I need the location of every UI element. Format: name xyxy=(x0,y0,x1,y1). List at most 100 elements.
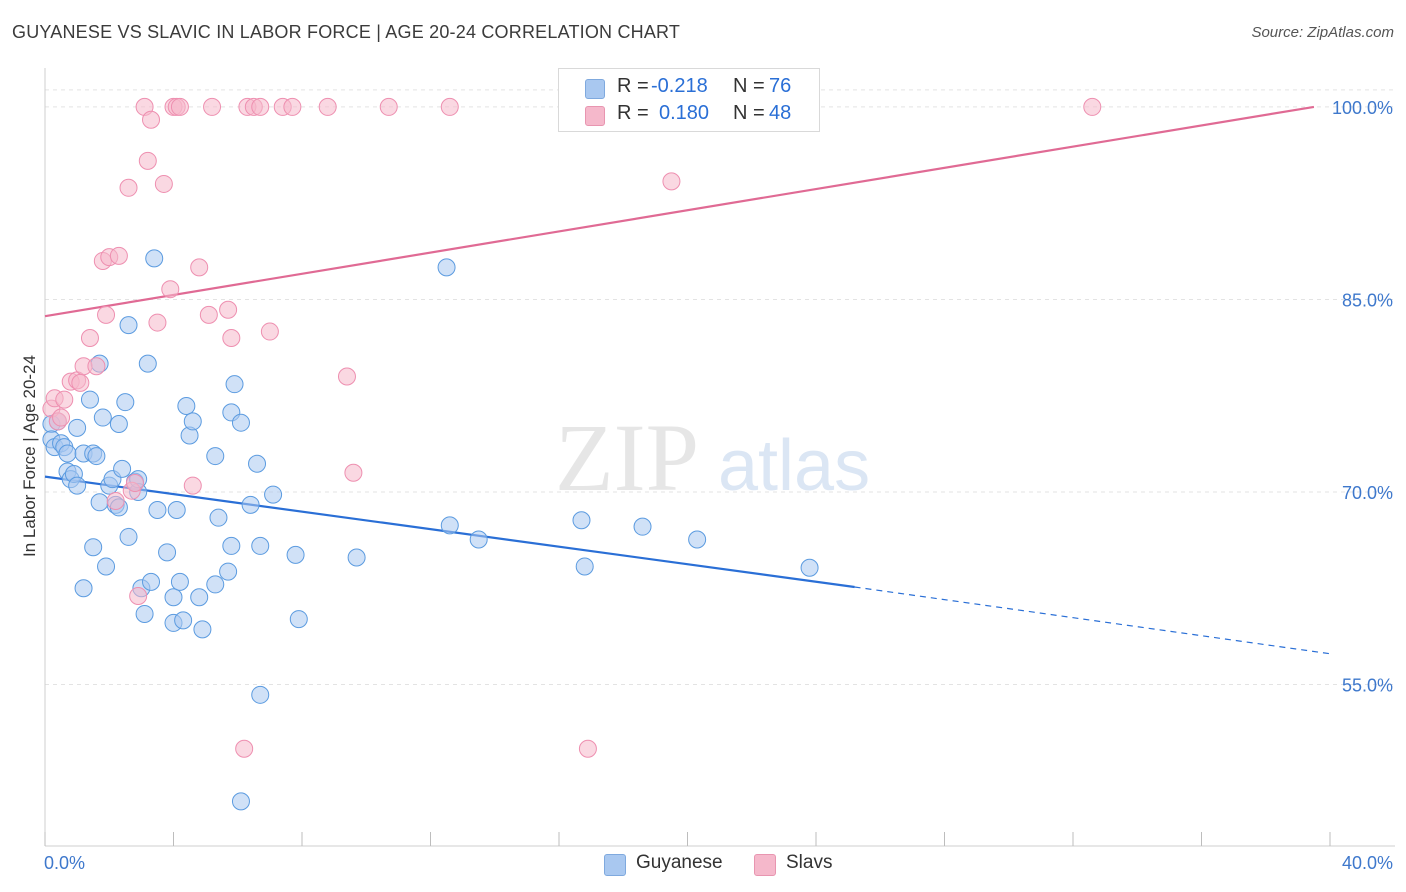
point-guyanese xyxy=(183,412,202,431)
point-guyanese xyxy=(190,588,209,607)
point-guyanese xyxy=(251,685,270,704)
chart-source: Source: ZipAtlas.com xyxy=(1251,24,1394,41)
point-guyanese xyxy=(135,604,154,623)
point-slavs xyxy=(129,586,148,605)
correlation-legend: R = -0.218 N = 76 R = 0.180 N = 48 xyxy=(558,68,820,132)
point-slavs xyxy=(440,97,459,116)
legend-row-slavs: R = 0.180 N = 48 xyxy=(559,102,819,128)
point-slavs xyxy=(55,390,74,409)
point-guyanese xyxy=(170,572,189,591)
point-guyanese xyxy=(572,511,591,530)
point-guyanese xyxy=(633,517,652,536)
point-slavs xyxy=(148,313,167,332)
data-points xyxy=(42,97,1102,811)
point-guyanese xyxy=(440,516,459,535)
point-slavs xyxy=(52,408,71,427)
point-guyanese xyxy=(248,454,267,473)
point-guyanese xyxy=(800,558,819,577)
point-slavs xyxy=(138,151,157,170)
point-guyanese xyxy=(148,500,167,519)
tick-labels: 55.0% 70.0% 85.0% 100.0% 0.0% 40.0% xyxy=(44,98,1393,873)
point-guyanese xyxy=(158,543,177,562)
legend-n-label: N = xyxy=(733,75,765,97)
point-slavs xyxy=(80,328,99,347)
point-guyanese xyxy=(164,588,183,607)
point-guyanese xyxy=(231,413,250,432)
legend-r-value: -0.218 xyxy=(651,75,708,97)
point-slavs xyxy=(97,305,116,324)
point-guyanese xyxy=(219,562,238,581)
watermark-zip: ZIP xyxy=(555,404,699,511)
point-guyanese xyxy=(193,620,212,639)
point-slavs xyxy=(662,172,681,191)
point-slavs xyxy=(235,739,254,758)
point-slavs xyxy=(119,178,138,197)
point-guyanese xyxy=(74,579,93,598)
point-guyanese xyxy=(84,538,103,557)
bottom-legend-guyanese: Guyanese xyxy=(636,852,723,873)
point-guyanese xyxy=(437,258,456,277)
point-guyanese xyxy=(109,414,128,433)
point-guyanese xyxy=(119,316,138,335)
point-slavs xyxy=(154,174,173,193)
point-slavs xyxy=(203,97,222,116)
point-guyanese xyxy=(93,408,112,427)
point-guyanese xyxy=(241,495,260,514)
point-slavs xyxy=(106,491,125,510)
legend-n-value: 48 xyxy=(769,102,792,124)
point-slavs xyxy=(337,367,356,386)
point-guyanese xyxy=(264,485,283,504)
trend-line-slavs xyxy=(44,105,1315,318)
legend-swatch-slavs xyxy=(585,106,605,126)
grid-lines xyxy=(45,89,1395,686)
point-slavs xyxy=(190,258,209,277)
point-guyanese xyxy=(68,418,87,437)
point-guyanese xyxy=(58,444,77,463)
point-guyanese xyxy=(119,527,138,546)
point-slavs xyxy=(161,280,180,299)
point-guyanese xyxy=(286,545,305,564)
watermark: ZIP atlas xyxy=(555,404,870,511)
point-slavs xyxy=(87,357,106,376)
point-guyanese xyxy=(113,459,132,478)
point-guyanese xyxy=(469,530,488,549)
point-guyanese xyxy=(289,610,308,629)
point-guyanese xyxy=(80,390,99,409)
point-guyanese xyxy=(222,536,241,555)
legend-r-label: R = xyxy=(617,102,649,124)
point-guyanese xyxy=(209,508,228,527)
point-guyanese xyxy=(347,548,366,567)
legend-n-value: 76 xyxy=(769,75,792,97)
x-tick-label: 40.0% xyxy=(1342,853,1393,873)
point-guyanese xyxy=(225,375,244,394)
bottom-legend-swatch-slavs xyxy=(754,854,776,876)
legend-n-label: N = xyxy=(733,102,765,124)
point-slavs xyxy=(222,328,241,347)
point-slavs xyxy=(142,110,161,129)
point-guyanese xyxy=(142,572,161,591)
y-tick-label: 85.0% xyxy=(1342,290,1393,310)
watermark-atlas: atlas xyxy=(718,426,870,506)
point-guyanese xyxy=(87,447,106,466)
y-tick-label: 55.0% xyxy=(1342,676,1393,696)
point-slavs xyxy=(379,97,398,116)
legend-swatch-guyanese xyxy=(585,79,605,99)
point-guyanese xyxy=(68,476,87,495)
point-slavs xyxy=(109,246,128,265)
point-guyanese xyxy=(145,249,164,268)
point-guyanese xyxy=(231,792,250,811)
point-slavs xyxy=(199,305,218,324)
trend-line-extension-guyanese xyxy=(854,586,1331,655)
point-slavs xyxy=(260,322,279,341)
point-slavs xyxy=(125,474,144,493)
point-guyanese xyxy=(251,536,270,555)
legend-r-label: R = xyxy=(617,75,649,97)
point-guyanese xyxy=(90,493,109,512)
point-guyanese xyxy=(688,530,707,549)
point-slavs xyxy=(318,97,337,116)
point-guyanese xyxy=(174,611,193,630)
y-tick-label: 100.0% xyxy=(1332,98,1393,118)
chart-title: GUYANESE VS SLAVIC IN LABOR FORCE | AGE … xyxy=(12,22,681,42)
point-guyanese xyxy=(97,557,116,576)
